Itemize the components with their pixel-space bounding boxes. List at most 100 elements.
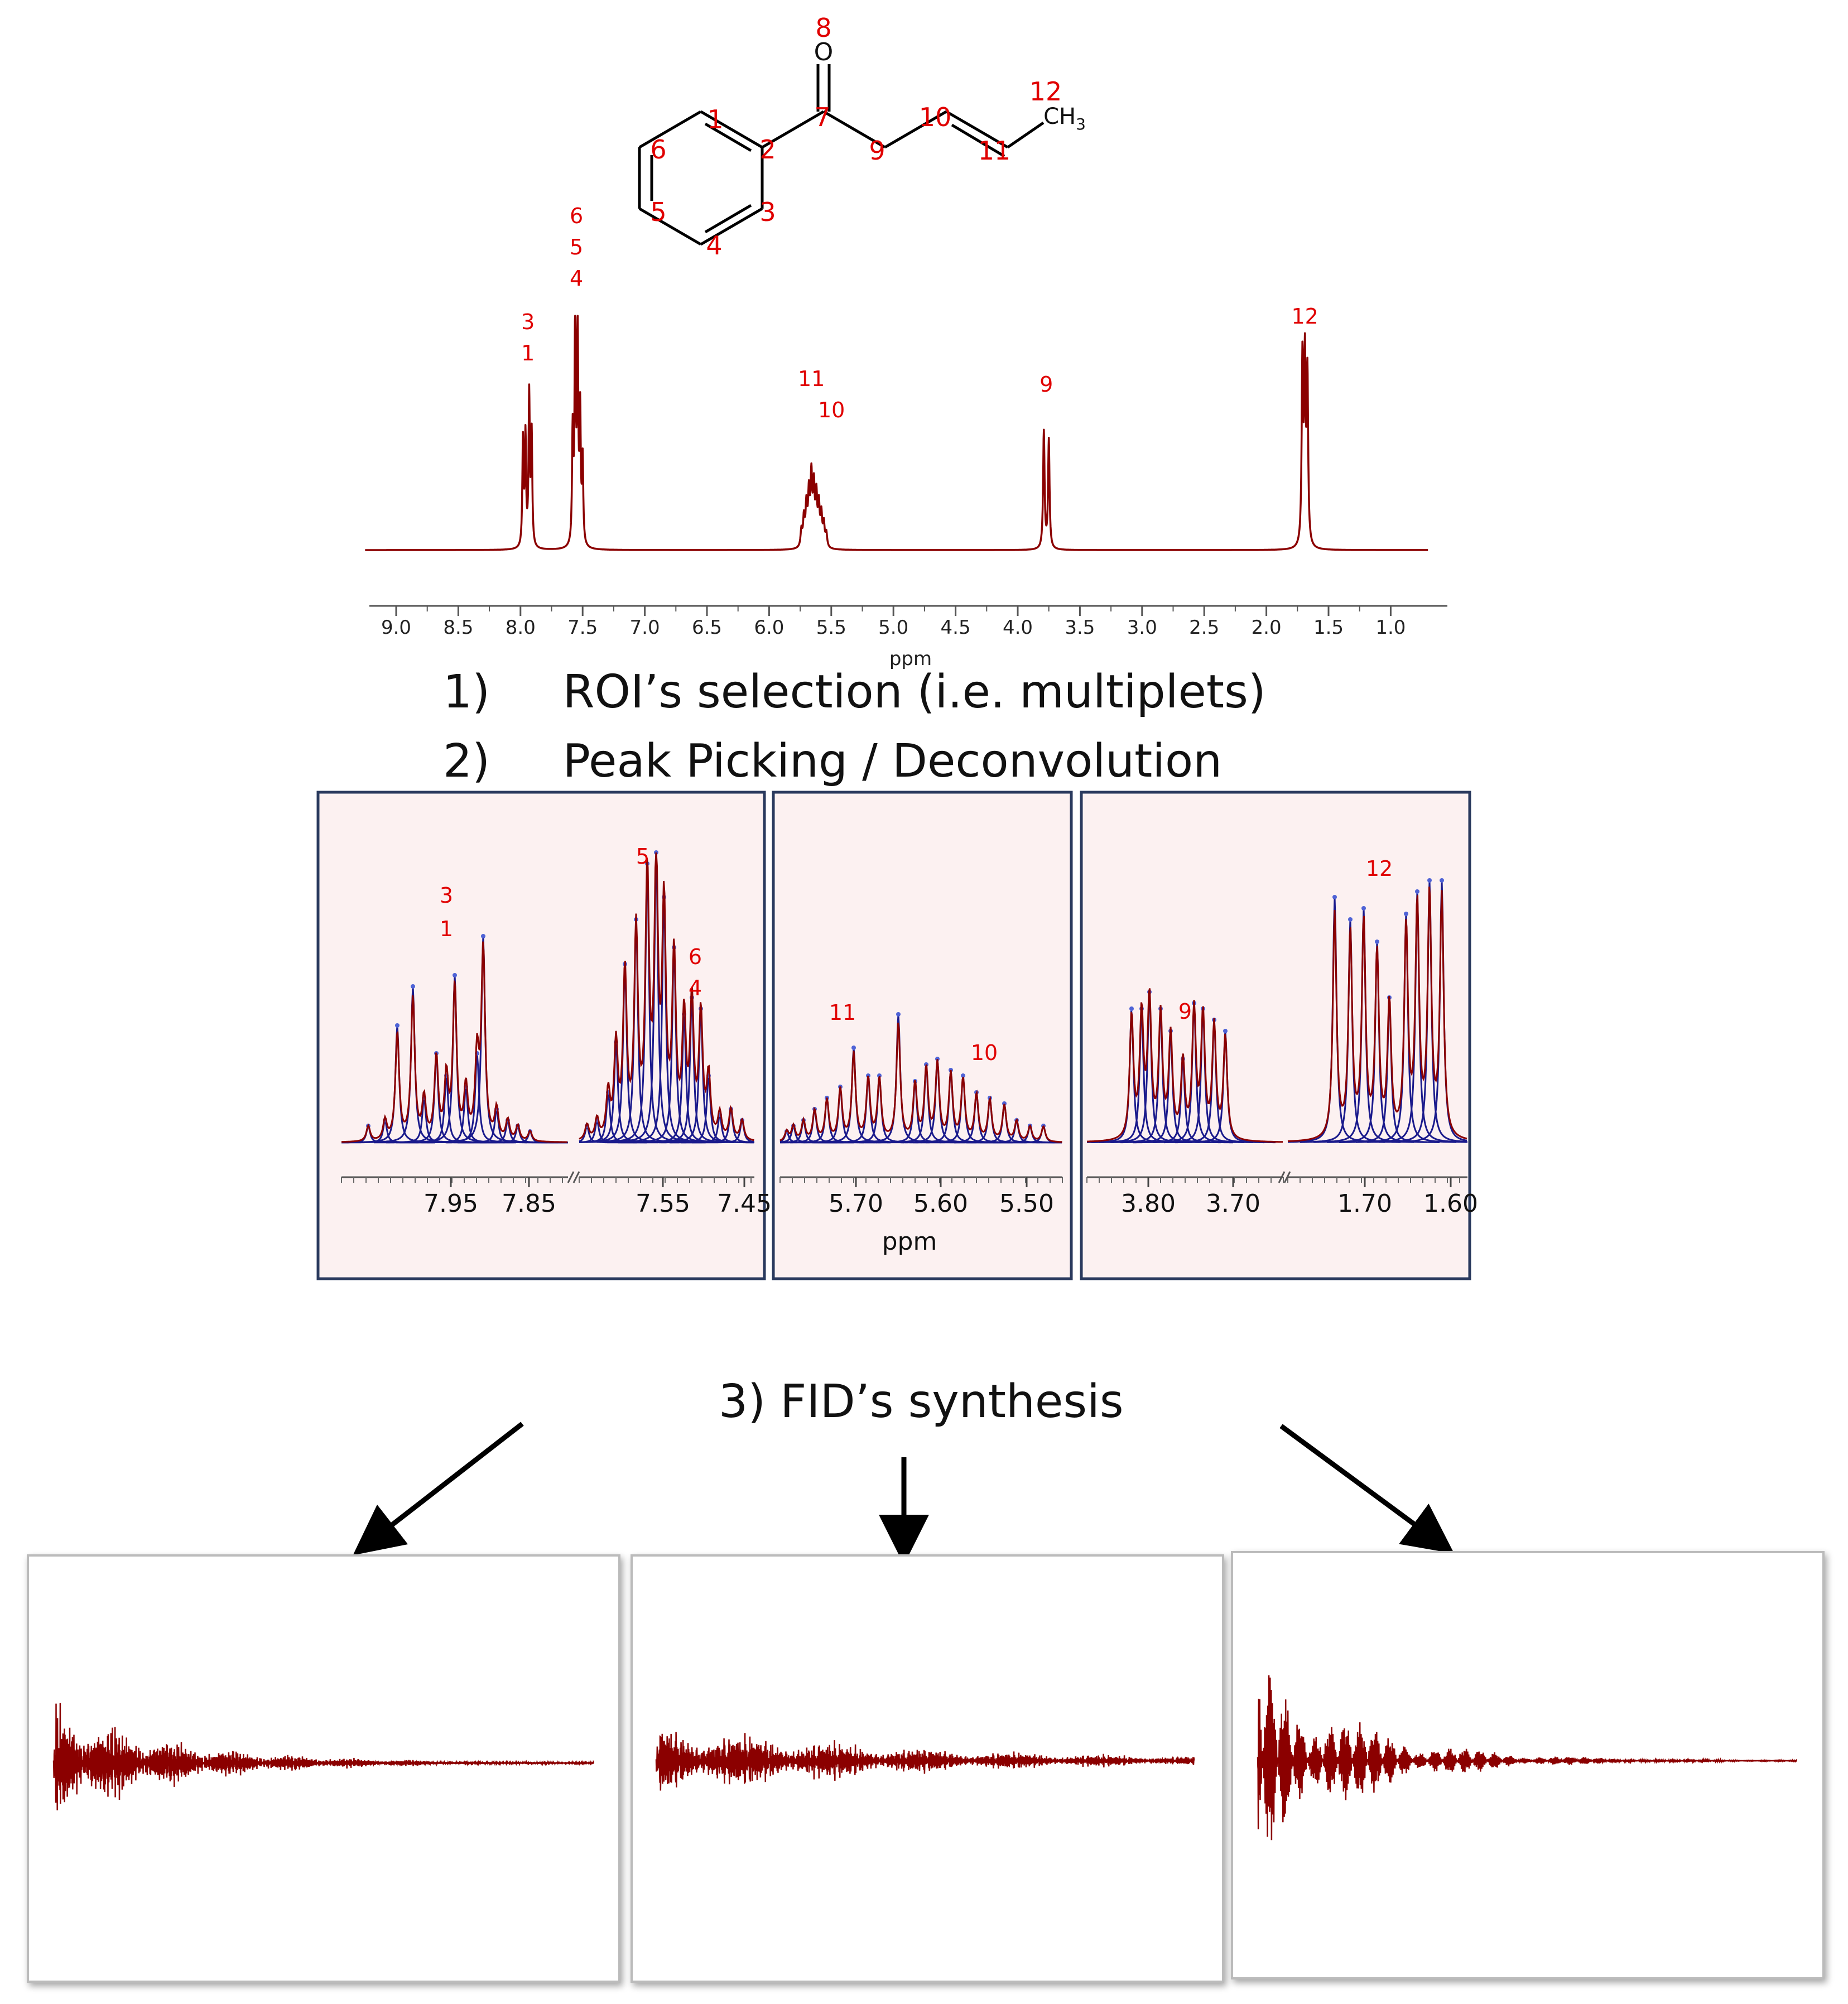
peak-marker bbox=[395, 1023, 400, 1028]
spectrum-tick-label: 7.5 bbox=[567, 616, 598, 639]
atom-label-8: 8 bbox=[815, 13, 831, 43]
spectrum-peak-label: 6 bbox=[570, 204, 583, 228]
zoom-panel-2 bbox=[772, 791, 1073, 1280]
arrows bbox=[353, 1422, 1455, 1565]
spectrum-tick-label: 8.5 bbox=[443, 616, 473, 639]
zoom-tick-label: 5.50 bbox=[999, 1189, 1054, 1218]
peak-marker bbox=[851, 1046, 856, 1050]
zoom-tick-label: 7.85 bbox=[502, 1189, 556, 1218]
experimental-trace bbox=[579, 852, 754, 1141]
spectrum-peak-label: 1 bbox=[521, 341, 535, 365]
atom-label-2: 2 bbox=[759, 134, 776, 165]
oxygen-label: O bbox=[814, 38, 834, 66]
zoom-tick-label: 5.70 bbox=[829, 1189, 883, 1218]
zoom-tick-label: 7.45 bbox=[717, 1189, 772, 1218]
axis-break bbox=[567, 1171, 575, 1183]
zoom-peak-label: 10 bbox=[971, 1040, 998, 1065]
spectrum-tick-label: 1.0 bbox=[1375, 616, 1406, 639]
peak-marker bbox=[1361, 906, 1366, 911]
axis-break bbox=[1278, 1171, 1286, 1183]
experimental-trace bbox=[779, 1023, 1062, 1143]
fit-component bbox=[1391, 880, 1467, 1143]
peak-marker bbox=[453, 973, 457, 977]
atom-label-12: 12 bbox=[1029, 76, 1062, 107]
atom-label-3: 3 bbox=[759, 197, 776, 227]
spectrum-peak-label: 5 bbox=[570, 235, 583, 259]
axis-break bbox=[1283, 1171, 1291, 1183]
fid-panel-2 bbox=[631, 1554, 1224, 1983]
peak-marker bbox=[1002, 1101, 1007, 1106]
spectrum-tick-label: 4.0 bbox=[1003, 616, 1033, 639]
full-spectrum: 9.0 8.5 8.0 7.5 7.0 6.5 6.0 5.5 5.0 4.5 4.0 3.5 3.0 2… bbox=[364, 204, 1447, 670]
atom-label-5: 5 bbox=[650, 197, 666, 227]
peak-marker bbox=[1223, 1029, 1228, 1033]
spectrum-peak-label: 10 bbox=[818, 398, 845, 422]
arrow-right bbox=[1279, 1424, 1455, 1554]
zoom-peak-label: 9 bbox=[1178, 999, 1192, 1024]
zoom-tick-label: 7.55 bbox=[636, 1189, 690, 1218]
atom-label-9: 9 bbox=[869, 136, 885, 166]
spectrum-tick-label: 5.5 bbox=[816, 616, 846, 639]
peak-marker bbox=[1415, 889, 1419, 894]
peak-marker bbox=[1440, 878, 1444, 883]
zoom-panels: 7.95 7.85 7.55 7.45 5.70 5.60 5.50 3.80 3.70 1.70… bbox=[316, 791, 1478, 1280]
experimental-trace bbox=[1086, 988, 1283, 1143]
zoom-peak-label: 3 bbox=[440, 883, 453, 908]
zoom-tick-label: 1.70 bbox=[1337, 1189, 1392, 1218]
zoom-tick-label: 1.60 bbox=[1423, 1189, 1478, 1218]
peak-marker bbox=[1375, 940, 1379, 944]
zoom-peak-label: 6 bbox=[689, 945, 702, 969]
step-1-text: 1) ROI’s selection (i.e. multiplets) bbox=[443, 666, 1266, 719]
atom-label-1: 1 bbox=[707, 104, 723, 134]
spectrum-tick-label: 6.5 bbox=[692, 616, 722, 639]
spectrum-peak-label: 12 bbox=[1291, 304, 1318, 329]
spectrum-tick-label: 5.0 bbox=[878, 616, 908, 639]
methyl-label: CH3 bbox=[1043, 104, 1086, 133]
zoom-panel-3 bbox=[1080, 791, 1471, 1280]
peak-marker bbox=[481, 934, 485, 938]
spectrum-tick-label: 3.0 bbox=[1127, 616, 1157, 639]
step-2-text: 2) Peak Picking / Deconvolution bbox=[443, 735, 1222, 788]
spectrum-tick-label: 9.0 bbox=[381, 616, 411, 639]
spectrum-tick-label: 4.5 bbox=[941, 616, 971, 639]
atom-label-10: 10 bbox=[919, 102, 952, 132]
atom-label-11: 11 bbox=[978, 136, 1011, 166]
spectrum-peak-label: 3 bbox=[521, 310, 535, 334]
peak-marker bbox=[961, 1073, 965, 1078]
zoom-peak-label: 11 bbox=[829, 1000, 856, 1025]
experimental-trace bbox=[341, 941, 567, 1143]
arrow-left bbox=[353, 1422, 524, 1555]
fid-signal-2 bbox=[655, 1732, 1195, 1791]
zoom-peak-label: 5 bbox=[636, 844, 649, 869]
spectrum-peak-label: 11 bbox=[798, 367, 825, 391]
spectrum-peak-label: 9 bbox=[1040, 372, 1053, 397]
axis-break bbox=[572, 1171, 580, 1183]
zoom-tick-label: 5.60 bbox=[913, 1189, 968, 1218]
zoom-peak-label: 12 bbox=[1366, 856, 1393, 881]
atom-label-7: 7 bbox=[814, 102, 830, 132]
spectrum-tick-label: 2.0 bbox=[1252, 616, 1282, 639]
spectrum-tick-label: 8.0 bbox=[506, 616, 536, 639]
zoom-xlabel: ppm bbox=[882, 1227, 937, 1256]
spectrum-peak-label: 4 bbox=[570, 266, 583, 291]
atom-label-4: 4 bbox=[706, 230, 722, 261]
zoom-tick-label: 3.70 bbox=[1206, 1189, 1260, 1218]
zoom-tick-label: 3.80 bbox=[1121, 1189, 1176, 1218]
experimental-trace bbox=[1287, 887, 1467, 1142]
peak-marker bbox=[896, 1012, 901, 1017]
spectrum-trace bbox=[364, 315, 1429, 551]
zoom-peak-label: 4 bbox=[689, 976, 702, 1000]
spectrum-tick-label: 7.0 bbox=[630, 616, 660, 639]
fid-panels bbox=[27, 1551, 1825, 1983]
spectrum-tick-label: 6.0 bbox=[754, 616, 784, 639]
spectrum-tick-label: 3.5 bbox=[1065, 616, 1095, 639]
zoom-peak-label: 1 bbox=[440, 917, 453, 941]
peak-marker bbox=[1129, 1006, 1134, 1011]
atom-label-6: 6 bbox=[650, 134, 666, 165]
peak-marker bbox=[1332, 895, 1337, 899]
peak-marker bbox=[1404, 912, 1408, 916]
fid-signal-3 bbox=[1257, 1675, 1798, 1841]
spectrum-xlabel: ppm bbox=[889, 648, 932, 670]
